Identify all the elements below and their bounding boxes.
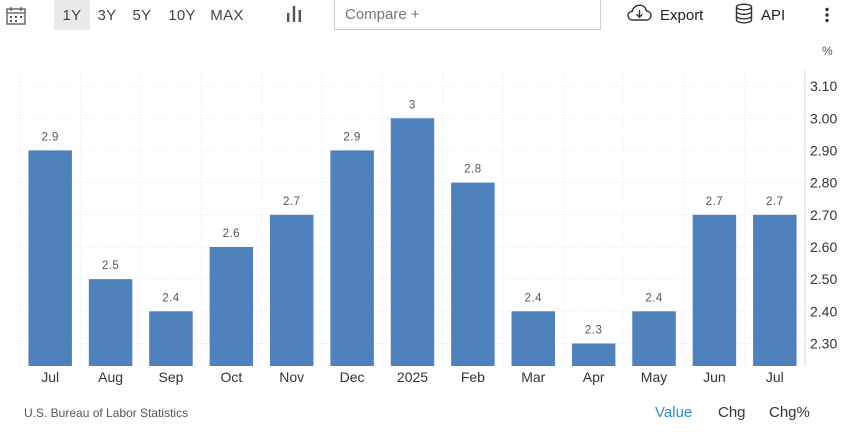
y-tick-label: 2.90 <box>810 142 837 158</box>
bar <box>269 214 314 366</box>
y-tick-label: 2.40 <box>810 303 837 319</box>
x-tick-label: Sep <box>159 369 184 385</box>
time-range-selector: 1Y 3Y 5Y 10Y MAX <box>54 0 250 30</box>
x-tick-label: 2025 <box>397 369 428 385</box>
bar <box>28 150 72 366</box>
api-button[interactable]: API <box>735 0 785 30</box>
unit-label: % <box>822 44 833 58</box>
bar <box>692 214 737 366</box>
y-tick-label: 2.30 <box>810 335 837 351</box>
bar-chart: 3.10 3.00 2.90 2.80 2.70 2.60 2.50 2.40 2.30 2.9 J… <box>19 70 837 385</box>
y-tick-label: 3.10 <box>810 78 837 94</box>
toolbar: 1Y 3Y 5Y 10Y MAX Export <box>0 0 842 32</box>
bar <box>88 279 133 366</box>
database-icon <box>735 3 753 28</box>
y-tick-label: 3.00 <box>810 110 837 126</box>
export-button[interactable]: Export <box>627 0 703 30</box>
cloud-download-icon <box>627 4 652 26</box>
data-label: 2.7 <box>283 196 301 208</box>
x-tick-label: May <box>641 369 667 385</box>
bar <box>149 311 193 366</box>
more-vertical-icon[interactable] <box>820 5 834 25</box>
bar <box>390 118 435 366</box>
data-label: 2.4 <box>645 292 663 304</box>
x-tick-label: Jul <box>766 369 784 385</box>
view-tab-chg-percent[interactable]: Chg% <box>769 404 810 421</box>
export-label: Export <box>660 6 704 24</box>
y-tick-label: 2.70 <box>810 207 837 223</box>
range-3y-button[interactable]: 3Y <box>97 6 117 24</box>
x-tick-label: Dec <box>340 369 365 385</box>
x-tick-label: Nov <box>279 369 304 385</box>
data-label: 2.3 <box>585 324 603 336</box>
bar <box>209 246 254 366</box>
bar <box>753 214 797 366</box>
bar-chart-icon[interactable] <box>284 4 304 24</box>
data-label: 2.8 <box>464 164 482 176</box>
data-label: 2.4 <box>525 292 543 304</box>
api-label: API <box>761 6 786 24</box>
view-tab-chg[interactable]: Chg <box>718 404 746 421</box>
bar <box>451 182 495 366</box>
y-tick-label: 2.60 <box>810 239 837 255</box>
calendar-icon[interactable] <box>5 5 27 25</box>
x-tick-label: Feb <box>461 369 485 385</box>
x-tick-label: Aug <box>98 369 123 385</box>
range-10y-button[interactable]: 10Y <box>168 6 196 24</box>
data-label: 3 <box>409 99 416 111</box>
x-tick-label: Jun <box>703 369 726 385</box>
data-label: 2.6 <box>223 228 241 240</box>
x-tick-label: Oct <box>220 369 242 385</box>
data-label: 2.9 <box>41 131 59 143</box>
data-label: 2.4 <box>162 292 180 304</box>
y-tick-label: 2.50 <box>810 271 837 287</box>
range-5y-button[interactable]: 5Y <box>132 6 152 24</box>
compare-field[interactable] <box>334 0 601 30</box>
bar <box>330 150 374 366</box>
view-tab-value[interactable]: Value <box>655 404 693 421</box>
x-tick-label: Apr <box>583 369 605 385</box>
bar <box>632 311 676 366</box>
data-label: 2.5 <box>102 260 120 272</box>
y-tick-label: 2.80 <box>810 175 837 191</box>
x-tick-label: Mar <box>521 369 545 385</box>
x-tick-label: Jul <box>41 369 59 385</box>
source-label: U.S. Bureau of Labor Statistics <box>24 406 189 420</box>
data-label: 2.9 <box>343 131 361 143</box>
bar <box>511 311 556 366</box>
compare-input[interactable] <box>345 6 600 23</box>
range-1y-button[interactable]: 1Y <box>54 0 90 30</box>
range-max-button[interactable]: MAX <box>210 6 244 24</box>
data-label: 2.7 <box>706 196 724 208</box>
data-label: 2.7 <box>766 196 784 208</box>
bar <box>571 343 616 366</box>
